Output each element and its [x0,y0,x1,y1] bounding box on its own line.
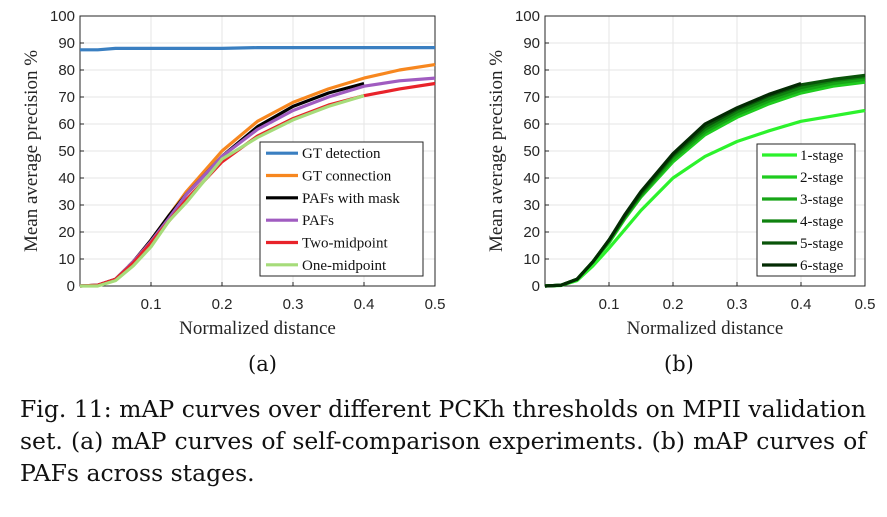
y-tick-label: 50 [58,143,75,160]
legend-box [756,143,856,277]
figure-caption: Fig. 11: mAP curves over different PCKh … [20,395,866,487]
legend-label: 4-stage [800,214,844,230]
y-tick-label: 100 [515,8,540,25]
y-tick-label: 10 [523,251,540,268]
y-tick-label: 90 [523,35,540,52]
y-tick-label: 80 [523,62,540,79]
y-tick-label: 40 [58,170,75,187]
axes-box [544,15,866,287]
y-tick-label: 100 [50,8,75,25]
legend-label: PAFs [302,213,334,229]
y-tick-label: 80 [58,62,75,79]
legend-label: 3-stage [800,192,844,208]
y-tick-label: 0 [67,278,75,295]
y-axis-label: Mean average precision % [21,50,42,252]
y-tick-label: 70 [58,89,75,106]
y-tick-label: 10 [58,251,75,268]
chart-b: 0.1 0.2 0.3 0.4 0.5 0 10 20 30 40 50 60 70 80 90 100 Nor… [486,8,875,339]
y-tick-label: 60 [523,116,540,133]
subfigure-label-b: (b) [664,352,694,376]
x-tick-label: 0.4 [354,296,375,313]
series-line-6-stage [544,81,802,288]
x-tick-label: 0.3 [727,296,748,313]
legend-box [259,141,424,277]
x-tick-label: 0.2 [212,296,233,313]
legend-label: GT connection [302,169,392,185]
legend-label: 2-stage [800,170,844,186]
y-tick-label: 20 [58,224,75,241]
legend: GT detection GT connection PAFs with mask P… [259,141,424,277]
legend-label: 5-stage [800,236,844,252]
series-line-one-midpoint [80,94,365,288]
y-tick-label: 50 [523,143,540,160]
y-tick-label: 0 [532,278,540,295]
x-tick-label: 0.5 [425,296,446,313]
y-tick-label: 60 [58,116,75,133]
chart-a: 0.1 0.2 0.3 0.4 0.5 0 10 20 30 40 50 60 70 80 90 100 Nor… [21,8,445,339]
legend-label: 6-stage [800,258,844,274]
legend-label: Two-midpoint [302,236,388,252]
legend: 1-stage 2-stage 3-stage 4-stage 5-stage 6-sta… [756,143,856,277]
y-tick-label: 30 [523,197,540,214]
legend-label: 1-stage [800,148,844,164]
x-axis-label: Normalized distance [179,318,336,339]
series-line-gt-detection [80,46,435,52]
y-tick-label: 90 [58,35,75,52]
x-tick-label: 0.5 [855,296,876,313]
y-tick-label: 30 [58,197,75,214]
legend-label: GT detection [302,146,381,162]
x-tick-label: 0.1 [141,296,162,313]
y-tick-label: 20 [523,224,540,241]
x-tick-label: 0.2 [663,296,684,313]
y-tick-label: 40 [523,170,540,187]
subfigure-label-a: (a) [248,352,277,376]
legend-label: One-midpoint [302,258,387,274]
y-tick-label: 70 [523,89,540,106]
x-tick-label: 0.4 [791,296,812,313]
x-tick-label: 0.3 [283,296,304,313]
legend-label: PAFs with mask [302,191,400,207]
axes-box [79,15,436,287]
x-axis-label: Normalized distance [627,318,784,339]
y-axis-label: Mean average precision % [486,50,507,252]
x-tick-label: 0.1 [599,296,620,313]
